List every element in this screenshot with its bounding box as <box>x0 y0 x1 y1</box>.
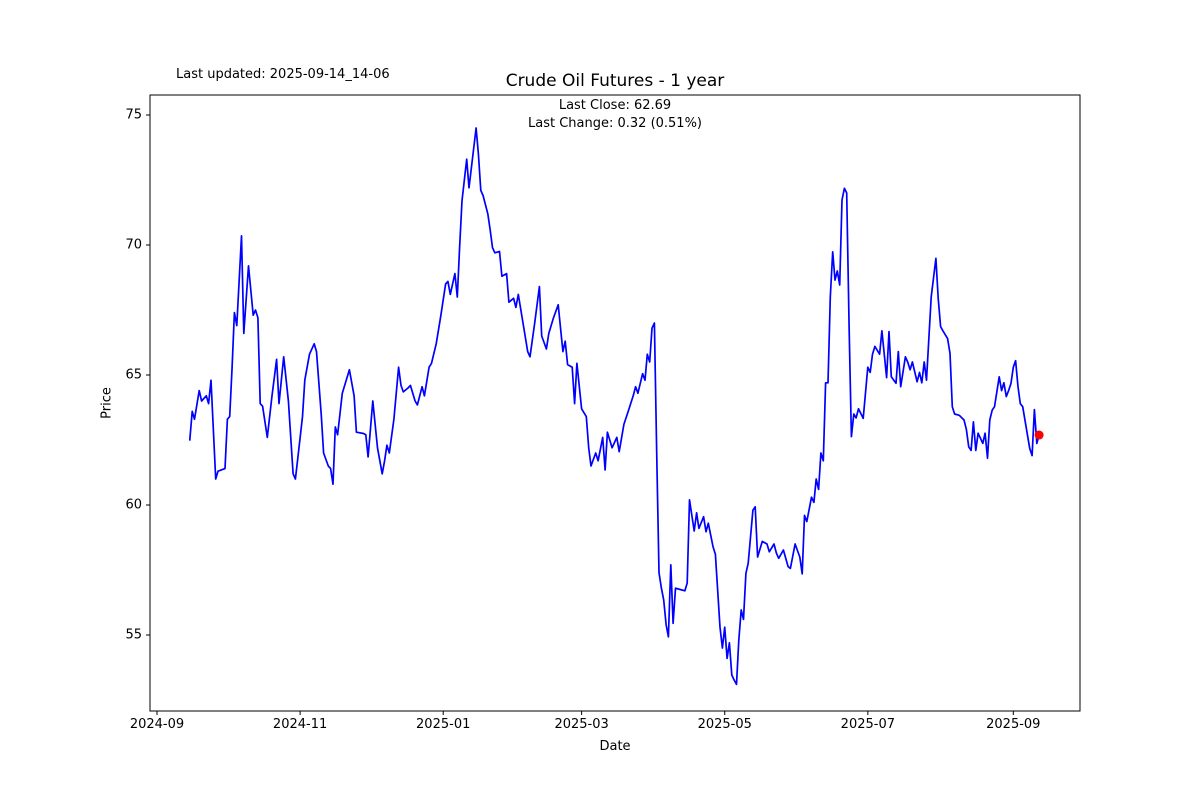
x-tick-label: 2025-05 <box>697 717 752 732</box>
y-axis-label: Price <box>99 387 115 419</box>
price-line <box>188 127 1040 686</box>
y-tick-label: 60 <box>125 497 142 513</box>
axes-frame <box>149 94 1081 712</box>
x-tick-label: 2025-09 <box>986 717 1041 732</box>
x-tick-label: 2025-03 <box>554 717 609 732</box>
last-change-text: Last Change: 0.32 (0.51%) <box>527 116 703 131</box>
x-tick-label: 2025-01 <box>416 717 471 732</box>
y-tick-label: 65 <box>125 367 142 383</box>
y-tick-label: 70 <box>125 237 142 253</box>
x-tick-label: 2024-09 <box>129 717 185 732</box>
last-price-dot <box>1034 430 1044 440</box>
x-axis-label: Date <box>599 739 631 754</box>
last-close-text: Last Close: 62.69 <box>558 98 672 113</box>
last-updated-text: Last updated: 2025-09-14_14-06 <box>176 67 390 82</box>
x-tick-label: 2024-11 <box>272 717 328 732</box>
y-tick-label: 55 <box>125 627 142 643</box>
x-tick-label: 2025-07 <box>840 717 896 732</box>
y-tick-label: 75 <box>125 107 142 123</box>
chart-annotation: Last Close: 62.69 Last Change: 0.32 (0.5… <box>528 97 702 133</box>
chart-title: Crude Oil Futures - 1 year <box>505 71 725 91</box>
